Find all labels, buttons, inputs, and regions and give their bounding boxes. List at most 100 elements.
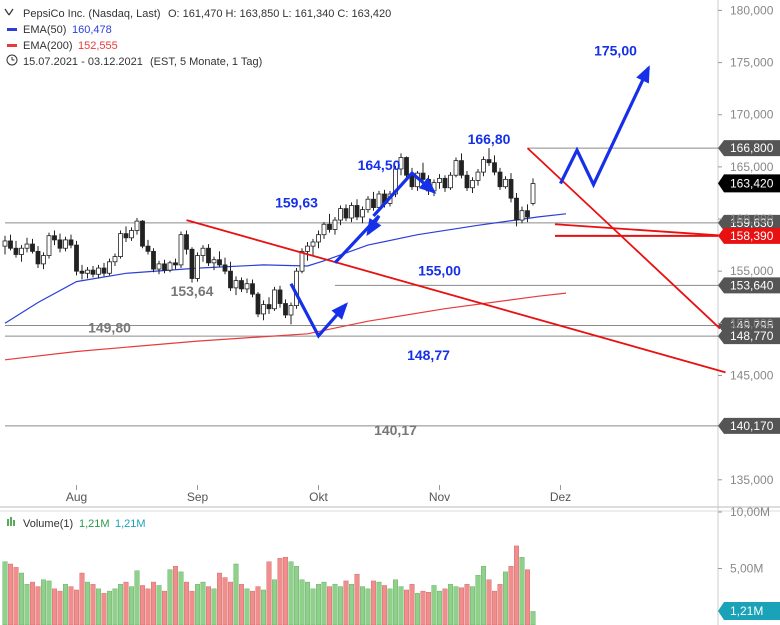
- candle-body: [338, 208, 343, 221]
- volume-bar: [167, 569, 173, 625]
- candle: [349, 202, 354, 223]
- candle: [57, 233, 63, 253]
- candle: [85, 267, 90, 279]
- level-tag-bg: [718, 328, 780, 345]
- candle-body: [151, 250, 156, 270]
- ema200-value: 152,555: [78, 40, 118, 52]
- candle: [442, 175, 448, 192]
- candle: [459, 153, 464, 179]
- candle-body: [305, 245, 310, 252]
- volume-bar: [255, 586, 261, 625]
- candle-body: [316, 234, 321, 243]
- candle: [228, 261, 233, 291]
- ema200-line: [4, 292, 567, 361]
- arrow-head: [331, 302, 348, 320]
- collapse-icon[interactable]: [4, 8, 14, 16]
- volume-bar: [475, 575, 481, 625]
- volume-bar: [343, 580, 349, 625]
- candlesticks: [2, 148, 536, 325]
- level-tag-bg: [718, 417, 780, 434]
- volume-bar: [84, 581, 90, 625]
- annotation-label: 175,00: [594, 42, 637, 58]
- candle-body: [349, 205, 354, 219]
- candle-body: [492, 162, 497, 173]
- annotation-label: 148,77: [407, 347, 450, 363]
- candle: [173, 258, 178, 270]
- candle-body: [30, 243, 35, 252]
- candle: [305, 241, 310, 261]
- volume-bar: [266, 561, 272, 625]
- candle-body: [332, 219, 338, 230]
- volume-bar: [205, 586, 211, 625]
- candle-body: [519, 210, 525, 221]
- arrow-head: [636, 65, 650, 84]
- candle-body: [24, 243, 30, 249]
- candle-body: [442, 177, 448, 189]
- volume-bar: [227, 581, 233, 625]
- volume-bar: [233, 563, 239, 625]
- candle: [360, 206, 365, 224]
- volume-bar: [453, 586, 459, 625]
- candle-body: [134, 220, 140, 231]
- candle-body: [244, 283, 250, 290]
- candle: [35, 246, 41, 269]
- volume-icon: [7, 519, 9, 526]
- annotation-label: 166,80: [468, 131, 511, 147]
- candle-body: [46, 235, 52, 256]
- volume-bar: [244, 588, 250, 625]
- volume-bar: [19, 572, 25, 625]
- volume-bar: [371, 580, 377, 625]
- ema50-line: [4, 213, 567, 324]
- volume-bar: [200, 581, 206, 625]
- volume-bar: [420, 590, 426, 625]
- candle: [167, 260, 173, 273]
- candle-body: [79, 270, 85, 274]
- volume-bar: [134, 570, 140, 625]
- annotation-label: 140,17: [374, 422, 417, 438]
- candle-body: [376, 193, 382, 208]
- ema200-label: EMA(200): [23, 40, 73, 52]
- annotation-label: 153,64: [171, 283, 214, 299]
- volume-bar: [261, 589, 267, 625]
- candle-body: [211, 259, 217, 264]
- candle-body: [101, 267, 107, 274]
- y-tick-label: 150,000: [730, 316, 774, 330]
- volume-bar: [73, 589, 79, 625]
- volume-bar: [156, 585, 162, 625]
- candle: [365, 196, 371, 213]
- volume-bar: [95, 588, 101, 625]
- instrument-title: PepsiCo Inc. (Nasdaq, Last): [23, 8, 161, 20]
- volume-bar: [178, 571, 184, 625]
- candle: [184, 230, 189, 255]
- volume-bar: [183, 581, 189, 625]
- candle-body: [57, 239, 63, 249]
- volume-bar: [35, 586, 41, 625]
- volume-bar: [514, 545, 520, 625]
- candle-body: [255, 293, 261, 315]
- volume-bar: [272, 579, 278, 625]
- candle-body: [404, 157, 409, 176]
- volume-bar: [288, 561, 294, 625]
- candle-body: [8, 240, 13, 249]
- candle-body: [239, 280, 244, 290]
- volume-bar: [150, 581, 156, 625]
- candle: [475, 168, 481, 186]
- horizontal-levels: 166,800159,630158,390153,640149,795148,7…: [5, 140, 780, 434]
- level-tag-label: 153,640: [730, 278, 774, 292]
- candle-body: [299, 250, 305, 272]
- volume-bar: [442, 588, 448, 625]
- candle-body: [228, 270, 233, 289]
- volume-bar: [63, 584, 69, 625]
- candle: [492, 155, 497, 176]
- level-tag: 166,800: [718, 140, 780, 157]
- volume-bar: [90, 584, 96, 625]
- volume-bar: [459, 587, 465, 625]
- candle: [250, 279, 255, 298]
- ohlc-values: O: 161,470 H: 163,850 L: 161,340 C: 163,…: [168, 8, 391, 20]
- candle-body: [266, 304, 272, 310]
- candle-body: [129, 230, 134, 239]
- trendlines: [186, 147, 726, 374]
- candle-body: [35, 250, 41, 265]
- volume-bar: [404, 589, 410, 625]
